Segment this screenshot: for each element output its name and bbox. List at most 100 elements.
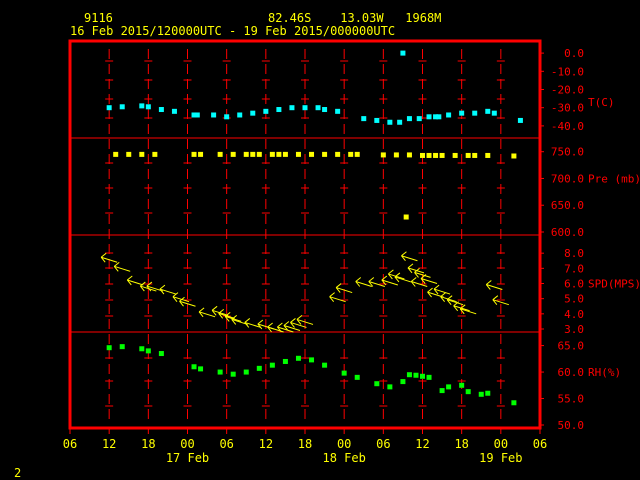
data-point bbox=[374, 117, 380, 123]
data-point bbox=[361, 116, 367, 122]
data-point bbox=[433, 114, 439, 120]
wind-barb-shaft bbox=[127, 279, 144, 286]
data-point bbox=[119, 104, 125, 110]
data-point bbox=[374, 381, 380, 387]
data-point bbox=[276, 107, 282, 113]
wind-barb-head bbox=[283, 325, 289, 331]
wind-barb-head bbox=[100, 256, 106, 263]
wind-barb-shaft bbox=[446, 299, 464, 306]
wind-barb bbox=[453, 301, 470, 312]
wind-barb-head bbox=[414, 272, 419, 278]
data-point bbox=[459, 110, 465, 116]
wind-barb-head bbox=[387, 273, 393, 280]
wind-barb bbox=[198, 307, 216, 318]
wind-barb-head bbox=[257, 323, 263, 330]
data-point bbox=[433, 152, 439, 158]
data-point bbox=[397, 119, 403, 125]
wind-barb bbox=[296, 315, 314, 325]
wind-barb bbox=[420, 274, 438, 284]
x-tick-label: 18 bbox=[298, 437, 312, 451]
wind-barb-head bbox=[492, 299, 498, 306]
wind-barb-head bbox=[410, 277, 417, 282]
data-point bbox=[309, 357, 315, 363]
data-point bbox=[426, 374, 432, 380]
wind-barb-head bbox=[329, 292, 335, 298]
data-point bbox=[478, 391, 484, 397]
wind-barb-shaft bbox=[394, 276, 412, 283]
data-point bbox=[511, 153, 517, 159]
wind-barb-head bbox=[100, 252, 107, 258]
y-tick-label: 7.0 bbox=[564, 262, 584, 275]
data-point bbox=[416, 116, 422, 122]
data-point bbox=[446, 112, 452, 118]
data-point bbox=[145, 104, 151, 110]
wind-barb-shaft bbox=[244, 321, 261, 328]
data-point bbox=[452, 152, 458, 158]
data-point bbox=[106, 345, 112, 351]
wind-barb-head bbox=[224, 316, 230, 322]
wind-barb-head bbox=[335, 283, 342, 288]
wind-barb-head bbox=[257, 319, 264, 325]
wind-barb-head bbox=[277, 326, 282, 333]
x-tick-label: 12 bbox=[259, 437, 273, 451]
data-point bbox=[256, 365, 262, 371]
data-point bbox=[472, 152, 478, 158]
data-point bbox=[465, 389, 471, 395]
wind-barb-head bbox=[446, 299, 452, 306]
data-point bbox=[269, 362, 275, 368]
wind-barb-head bbox=[290, 318, 296, 323]
data-point bbox=[289, 105, 295, 111]
data-point bbox=[191, 364, 197, 370]
wind-barb-head bbox=[381, 279, 387, 286]
y-tick-label: 3.0 bbox=[564, 323, 584, 336]
wind-barb-head bbox=[414, 268, 420, 273]
data-point bbox=[354, 151, 360, 157]
wind-barb bbox=[329, 292, 346, 303]
wind-barb bbox=[211, 305, 229, 316]
data-point bbox=[315, 105, 321, 111]
wind-barb-head bbox=[453, 305, 459, 312]
data-point bbox=[491, 110, 497, 116]
data-point bbox=[276, 151, 282, 157]
data-point bbox=[403, 214, 409, 220]
data-point bbox=[282, 151, 288, 157]
wind-barb-head bbox=[440, 292, 446, 298]
y-tick-label: -10.0 bbox=[551, 65, 584, 78]
wind-barb-shaft bbox=[114, 265, 131, 272]
data-point bbox=[387, 119, 393, 125]
data-point bbox=[459, 382, 465, 388]
wind-barb-head bbox=[172, 292, 179, 298]
data-point bbox=[119, 344, 125, 350]
y-tick-label: 50.0 bbox=[558, 419, 585, 432]
data-point bbox=[436, 114, 442, 120]
wind-barb bbox=[244, 318, 261, 328]
data-point bbox=[485, 390, 491, 396]
wind-barb-head bbox=[296, 315, 303, 320]
y-tick-label: -30.0 bbox=[551, 102, 584, 115]
wind-barb-head bbox=[427, 287, 433, 293]
wind-barb-shaft bbox=[388, 273, 405, 280]
data-point bbox=[198, 151, 204, 157]
wind-barb-head bbox=[146, 285, 152, 292]
wind-barb-shaft bbox=[486, 284, 503, 291]
wind-barb-head bbox=[198, 311, 204, 318]
wind-barb bbox=[159, 284, 177, 295]
wind-barb-head bbox=[146, 281, 153, 287]
y-tick-label: 8.0 bbox=[564, 247, 584, 260]
wind-barb bbox=[381, 275, 399, 286]
data-point bbox=[380, 152, 386, 158]
panel-label: SPD(MPS) bbox=[588, 278, 640, 291]
wind-barb bbox=[355, 277, 372, 287]
wind-barb-head bbox=[381, 275, 388, 281]
data-point bbox=[139, 346, 145, 352]
wind-barb-head bbox=[198, 307, 205, 313]
wind-barb-shaft bbox=[179, 300, 196, 307]
wind-barb bbox=[401, 251, 418, 262]
data-point bbox=[243, 369, 249, 375]
wind-barb-head bbox=[492, 295, 499, 301]
data-point bbox=[400, 379, 406, 385]
y-tick-label: 55.0 bbox=[558, 393, 585, 406]
x-tick-label: 12 bbox=[102, 437, 116, 451]
wind-barb-shaft bbox=[290, 321, 307, 328]
